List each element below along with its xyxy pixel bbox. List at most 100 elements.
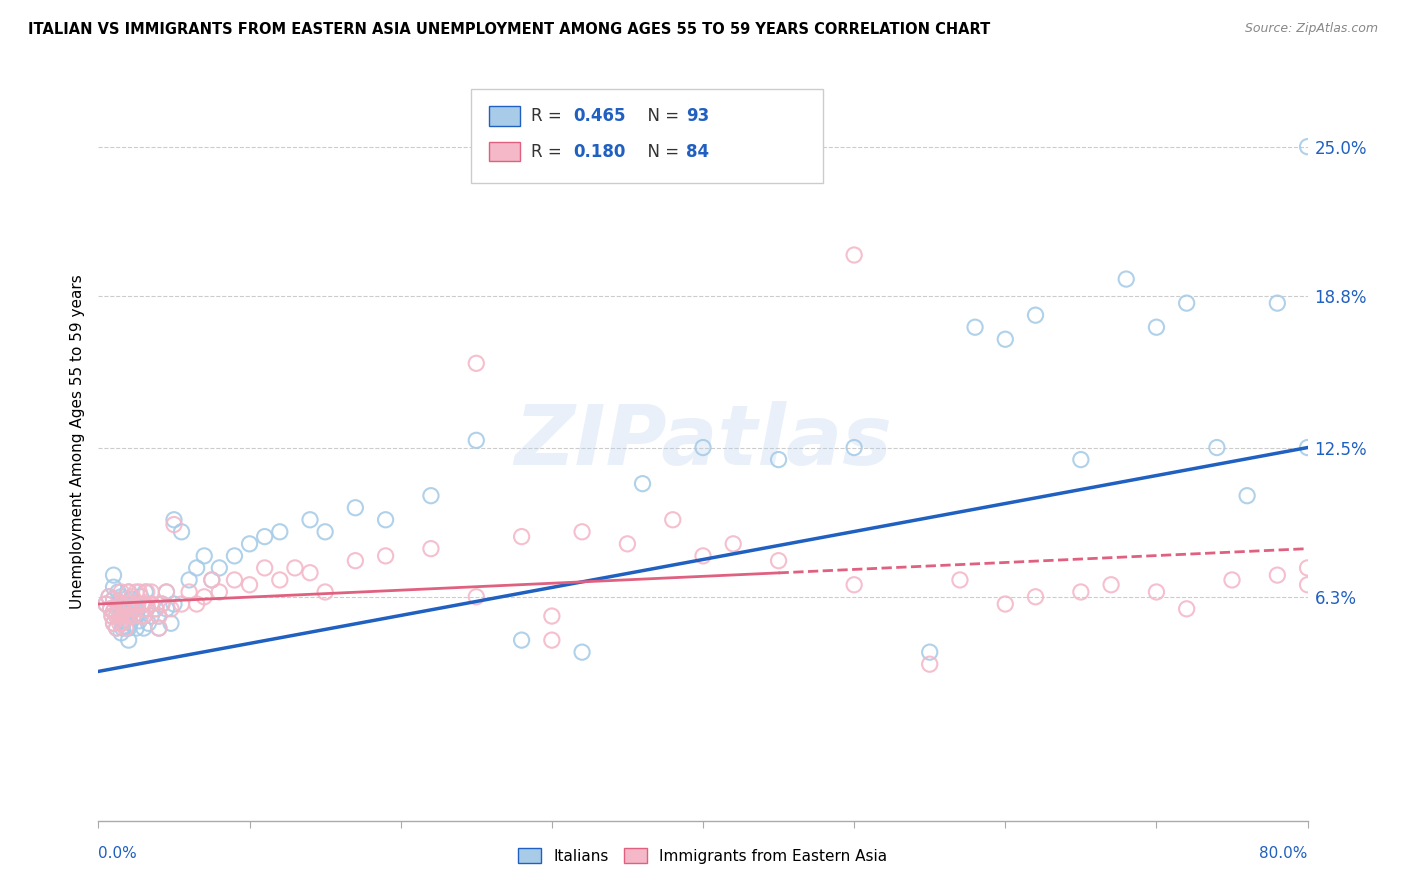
Point — [949, 573, 972, 587]
Point — [1296, 578, 1319, 592]
Point — [107, 585, 129, 599]
Point — [918, 645, 941, 659]
Point — [155, 602, 177, 616]
Point — [118, 585, 141, 599]
Point — [844, 248, 866, 262]
Point — [110, 614, 132, 628]
Point — [125, 602, 148, 616]
Point — [121, 592, 143, 607]
Point — [179, 573, 201, 587]
Point — [114, 621, 136, 635]
Point — [125, 585, 148, 599]
Point — [141, 597, 163, 611]
Point — [114, 609, 136, 624]
Point — [94, 597, 117, 611]
Point — [420, 489, 443, 503]
Point — [103, 604, 125, 618]
Text: N =: N = — [637, 143, 685, 161]
Point — [141, 609, 163, 624]
Point — [111, 621, 134, 635]
Point — [110, 626, 132, 640]
Point — [129, 609, 152, 624]
Point — [103, 568, 125, 582]
Point — [1267, 296, 1289, 310]
Point — [193, 549, 215, 563]
Point — [118, 597, 141, 611]
Point — [132, 621, 155, 635]
Point — [98, 590, 121, 604]
Point — [114, 592, 136, 607]
Point — [114, 609, 136, 624]
Point — [127, 597, 149, 611]
Point — [150, 597, 173, 611]
Point — [105, 621, 128, 635]
Point — [129, 590, 152, 604]
Point — [101, 609, 124, 624]
Text: ZIPatlas: ZIPatlas — [515, 401, 891, 482]
Point — [1144, 585, 1167, 599]
Point — [1267, 568, 1289, 582]
Point — [128, 585, 150, 599]
Point — [103, 580, 125, 594]
Point — [108, 609, 131, 624]
Point — [125, 597, 148, 611]
Point — [127, 602, 149, 616]
Point — [374, 549, 396, 563]
Point — [118, 597, 141, 611]
Point — [111, 602, 134, 616]
Point — [110, 597, 132, 611]
Point — [201, 573, 224, 587]
Point — [124, 597, 146, 611]
Point — [107, 597, 129, 611]
Point — [94, 597, 117, 611]
Point — [186, 597, 208, 611]
Point — [118, 609, 141, 624]
Point — [571, 645, 593, 659]
Text: N =: N = — [637, 107, 685, 125]
Point — [201, 573, 224, 587]
Point — [344, 500, 367, 515]
Point — [1175, 296, 1198, 310]
Point — [170, 597, 193, 611]
Point — [160, 602, 183, 616]
Point — [110, 602, 132, 616]
Point — [844, 578, 866, 592]
Point — [107, 602, 129, 616]
Point — [145, 602, 167, 616]
Point — [1070, 452, 1092, 467]
Point — [122, 609, 145, 624]
Point — [1296, 441, 1319, 455]
Point — [1099, 578, 1122, 592]
Point — [1296, 139, 1319, 153]
Point — [193, 590, 215, 604]
Point — [965, 320, 987, 334]
Point — [110, 609, 132, 624]
Point — [253, 530, 276, 544]
Point — [135, 602, 157, 616]
Point — [299, 513, 322, 527]
Point — [121, 590, 143, 604]
Point — [1236, 489, 1258, 503]
Text: 0.465: 0.465 — [574, 107, 626, 125]
Text: 84: 84 — [686, 143, 709, 161]
Point — [1024, 590, 1046, 604]
Point — [112, 614, 135, 628]
Point — [134, 585, 156, 599]
Point — [768, 452, 790, 467]
Point — [208, 561, 231, 575]
Point — [132, 597, 155, 611]
Point — [120, 616, 142, 631]
Point — [374, 513, 396, 527]
Point — [179, 585, 201, 599]
Text: R =: R = — [531, 107, 568, 125]
Point — [1115, 272, 1137, 286]
Point — [1296, 561, 1319, 575]
Point — [1206, 441, 1229, 455]
Text: Source: ZipAtlas.com: Source: ZipAtlas.com — [1244, 22, 1378, 36]
Point — [101, 609, 124, 624]
Point — [661, 513, 683, 527]
Legend: Italians, Immigrants from Eastern Asia: Italians, Immigrants from Eastern Asia — [512, 842, 894, 870]
Point — [314, 524, 336, 539]
Point — [115, 597, 138, 611]
Point — [112, 597, 135, 611]
